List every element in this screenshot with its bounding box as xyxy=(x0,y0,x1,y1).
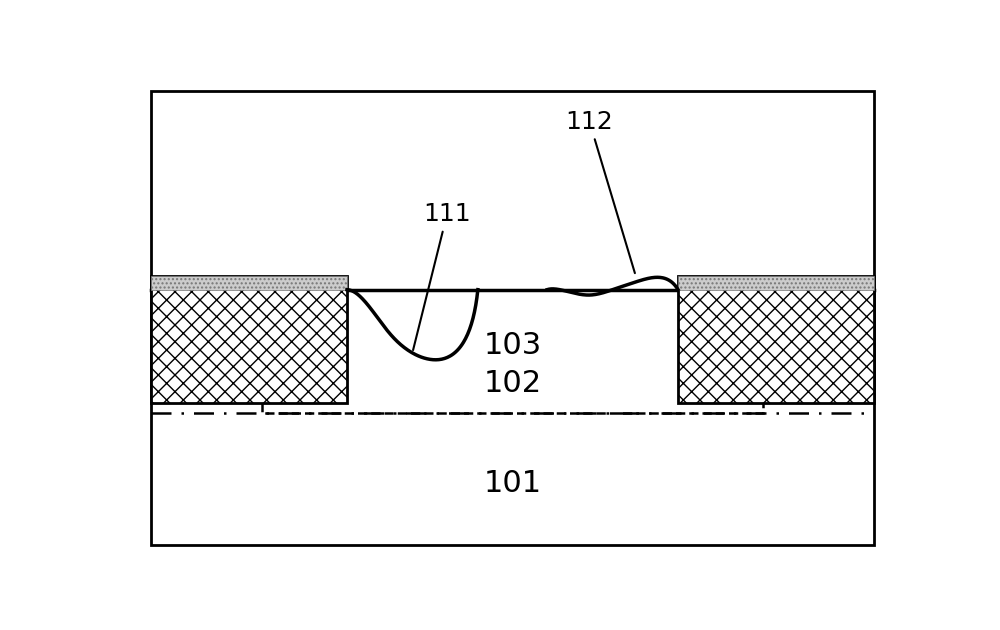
Text: 112: 112 xyxy=(566,110,635,273)
Bar xyxy=(262,290,763,413)
Bar xyxy=(678,276,874,290)
Text: 111: 111 xyxy=(413,202,471,350)
Text: 102: 102 xyxy=(483,369,542,398)
Bar xyxy=(151,276,347,403)
Bar xyxy=(678,276,874,403)
Bar xyxy=(151,276,347,290)
Text: 101: 101 xyxy=(483,469,542,498)
Text: 103: 103 xyxy=(483,331,542,360)
